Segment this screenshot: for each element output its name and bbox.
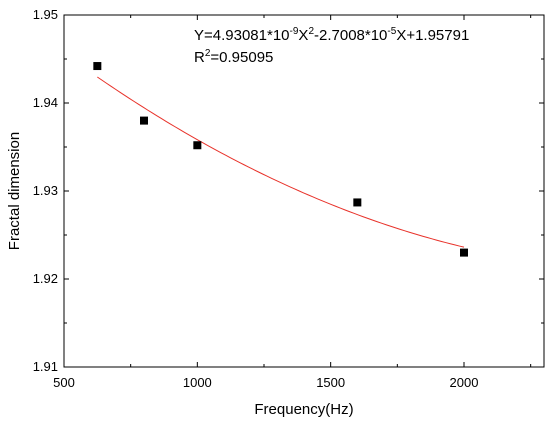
- y-tick-label: 1.91: [33, 359, 58, 374]
- equation-part: X+1.95791: [396, 27, 469, 44]
- x-axis-title: Frequency(Hz): [254, 401, 353, 418]
- x-tick-label: 1000: [183, 375, 212, 390]
- tick-labels: 500 1000 1500 2000 1.91 1.92 1.93 1.94 1.95: [33, 7, 479, 390]
- data-points: [93, 62, 468, 257]
- y-tick-label: 1.94: [33, 95, 58, 110]
- data-point: [460, 248, 468, 257]
- data-point: [140, 116, 148, 125]
- tick-marks: [63, 14, 544, 368]
- equation-part: -2.7008*10: [314, 27, 387, 44]
- x-tick-label: 500: [53, 375, 75, 390]
- r2-sup: 2: [205, 48, 211, 59]
- r2-part: R: [194, 49, 205, 66]
- equation-part: Y=4.93081*10: [194, 27, 290, 44]
- y-tick-label: 1.93: [33, 183, 58, 198]
- x-tick-label: 1500: [316, 375, 345, 390]
- y-axis-title: Fractal dimension: [6, 132, 23, 250]
- y-tick-label: 1.92: [33, 271, 58, 286]
- fit-curve: [97, 76, 465, 248]
- data-point: [193, 141, 202, 150]
- data-point: [353, 198, 362, 207]
- data-point: [93, 62, 102, 71]
- equation-sup: -5: [387, 26, 396, 37]
- y-tick-label: 1.95: [33, 7, 58, 22]
- r-squared: R2=0.95095: [194, 48, 273, 66]
- equation-part: X: [298, 27, 308, 44]
- equation-sup: 2: [308, 26, 314, 37]
- plot-area: [63, 14, 545, 368]
- x-tick-label: 2000: [450, 375, 479, 390]
- equation-sup: -9: [290, 26, 299, 37]
- fit-equation: Y=4.93081*10-9X2-2.7008*10-5X+1.95791: [194, 26, 469, 44]
- r2-part: =0.95095: [210, 49, 273, 66]
